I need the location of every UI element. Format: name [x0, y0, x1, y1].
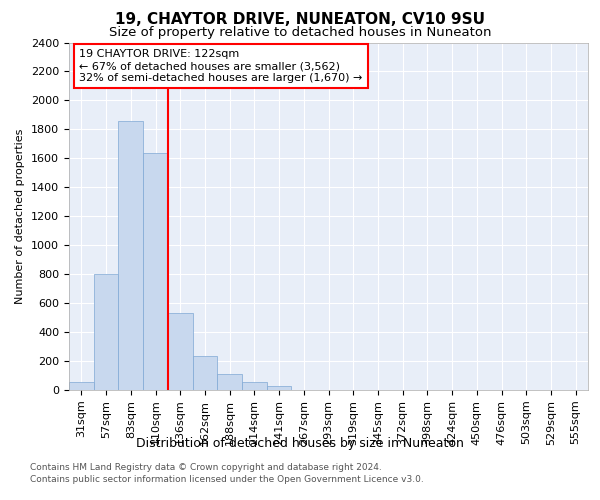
Y-axis label: Number of detached properties: Number of detached properties — [16, 128, 25, 304]
Text: Distribution of detached houses by size in Nuneaton: Distribution of detached houses by size … — [136, 438, 464, 450]
Bar — [118, 120, 143, 390]
Bar — [193, 356, 217, 390]
Text: Size of property relative to detached houses in Nuneaton: Size of property relative to detached ho… — [109, 26, 491, 39]
Text: Contains public sector information licensed under the Open Government Licence v3: Contains public sector information licen… — [30, 475, 424, 484]
Text: 19, CHAYTOR DRIVE, NUNEATON, CV10 9SU: 19, CHAYTOR DRIVE, NUNEATON, CV10 9SU — [115, 12, 485, 28]
Bar — [168, 314, 193, 390]
Bar — [267, 386, 292, 390]
Bar — [217, 374, 242, 390]
Bar — [242, 382, 267, 390]
Bar — [143, 154, 168, 390]
Text: 19 CHAYTOR DRIVE: 122sqm
← 67% of detached houses are smaller (3,562)
32% of sem: 19 CHAYTOR DRIVE: 122sqm ← 67% of detach… — [79, 50, 363, 82]
Text: Contains HM Land Registry data © Crown copyright and database right 2024.: Contains HM Land Registry data © Crown c… — [30, 462, 382, 471]
Bar — [69, 382, 94, 390]
Bar — [94, 274, 118, 390]
